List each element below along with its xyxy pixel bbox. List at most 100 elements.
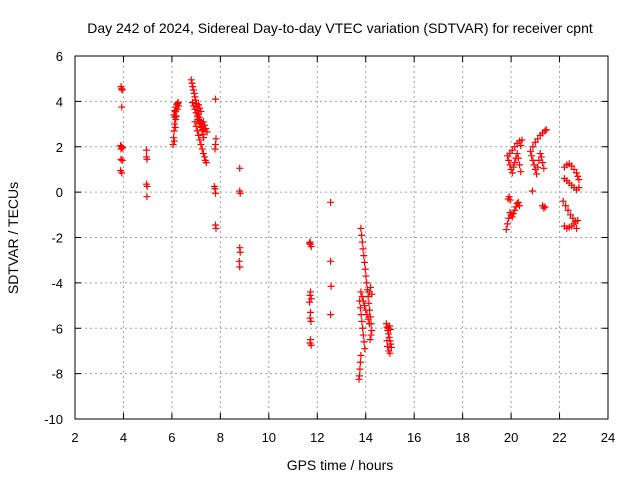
data-point bbox=[361, 258, 369, 266]
data-point bbox=[361, 302, 369, 310]
data-point bbox=[364, 292, 372, 300]
chart-title: Day 242 of 2024, Sidereal Day-to-day VTE… bbox=[87, 20, 593, 36]
data-point bbox=[368, 290, 376, 298]
data-point bbox=[511, 206, 519, 214]
data-point bbox=[143, 193, 151, 201]
data-point bbox=[199, 150, 207, 158]
data-point bbox=[361, 345, 369, 353]
data-point bbox=[362, 272, 370, 280]
y-tick-label: -4 bbox=[51, 276, 63, 291]
data-point bbox=[197, 108, 205, 116]
data-point bbox=[518, 136, 526, 144]
data-point bbox=[383, 337, 391, 345]
data-point bbox=[541, 127, 549, 135]
data-point bbox=[171, 106, 179, 114]
data-point bbox=[118, 169, 126, 177]
data-point bbox=[196, 136, 204, 144]
x-tick-labels: 2 4 6 8 10 12 14 16 18 20 22 24 bbox=[71, 430, 615, 445]
data-point bbox=[529, 143, 537, 151]
data-point bbox=[514, 154, 522, 162]
data-point bbox=[196, 119, 204, 127]
data-point bbox=[528, 187, 536, 195]
x-tick-label: 8 bbox=[217, 430, 224, 445]
x-tick-label: 18 bbox=[455, 430, 469, 445]
data-point bbox=[307, 295, 315, 303]
data-point bbox=[197, 140, 205, 148]
data-point bbox=[306, 298, 314, 306]
x-tick-label: 2 bbox=[71, 430, 78, 445]
data-point bbox=[517, 168, 525, 176]
data-point bbox=[514, 198, 522, 206]
data-point bbox=[505, 193, 513, 201]
data-point bbox=[502, 226, 510, 234]
data-point bbox=[539, 159, 547, 167]
data-point bbox=[118, 86, 126, 94]
data-point bbox=[528, 152, 536, 160]
data-point bbox=[307, 243, 315, 251]
data-point bbox=[169, 140, 177, 148]
data-point bbox=[510, 163, 518, 171]
data-point bbox=[201, 121, 209, 129]
data-point bbox=[365, 320, 373, 328]
data-point bbox=[362, 306, 370, 314]
data-point bbox=[195, 131, 203, 139]
data-point bbox=[506, 196, 514, 204]
data-point bbox=[175, 102, 183, 110]
data-point bbox=[212, 189, 220, 197]
data-point bbox=[191, 93, 199, 101]
data-point bbox=[358, 292, 366, 300]
data-point bbox=[386, 325, 394, 333]
data-point bbox=[199, 130, 207, 138]
x-tick-label: 14 bbox=[358, 430, 372, 445]
data-points bbox=[117, 76, 583, 383]
data-point bbox=[513, 150, 521, 158]
data-point bbox=[203, 128, 211, 136]
data-point bbox=[190, 89, 198, 97]
data-point bbox=[201, 153, 209, 161]
y-axis-label: SDTVAR / TECUs bbox=[5, 182, 21, 294]
data-point bbox=[365, 299, 373, 307]
data-point bbox=[529, 156, 537, 164]
data-point bbox=[192, 109, 200, 117]
data-point bbox=[517, 142, 525, 150]
data-point bbox=[170, 134, 178, 142]
data-point bbox=[570, 220, 578, 228]
data-point bbox=[356, 365, 364, 373]
data-point bbox=[170, 137, 178, 145]
data-point bbox=[534, 163, 542, 171]
data-point bbox=[367, 331, 375, 339]
data-point bbox=[236, 189, 244, 197]
data-point bbox=[367, 283, 375, 291]
data-point bbox=[516, 161, 524, 169]
x-axis-label: GPS time / hours bbox=[287, 457, 394, 473]
x-tick-label: 10 bbox=[262, 430, 276, 445]
data-point bbox=[195, 116, 203, 124]
y-tick-label: -6 bbox=[51, 321, 63, 336]
data-point bbox=[118, 103, 126, 111]
data-point bbox=[358, 231, 366, 239]
x-tick-label: 20 bbox=[504, 430, 518, 445]
data-point bbox=[358, 317, 366, 325]
data-point bbox=[574, 216, 582, 224]
x-tick-label: 16 bbox=[407, 430, 421, 445]
data-point bbox=[386, 349, 394, 357]
data-point bbox=[542, 126, 550, 134]
data-point bbox=[357, 351, 365, 359]
data-point bbox=[212, 95, 220, 103]
data-point bbox=[306, 314, 314, 322]
data-point bbox=[564, 206, 572, 214]
data-point bbox=[200, 134, 208, 142]
data-point bbox=[189, 86, 197, 94]
data-point bbox=[363, 279, 371, 287]
data-point bbox=[530, 161, 538, 169]
data-point bbox=[360, 252, 368, 260]
data-point bbox=[306, 239, 314, 247]
data-point bbox=[358, 238, 366, 246]
data-point bbox=[307, 317, 315, 325]
data-point bbox=[118, 144, 126, 152]
y-tick-label: 4 bbox=[56, 94, 63, 109]
data-point bbox=[355, 375, 363, 383]
data-point bbox=[117, 145, 125, 153]
data-point bbox=[198, 145, 206, 153]
data-point bbox=[211, 145, 219, 153]
